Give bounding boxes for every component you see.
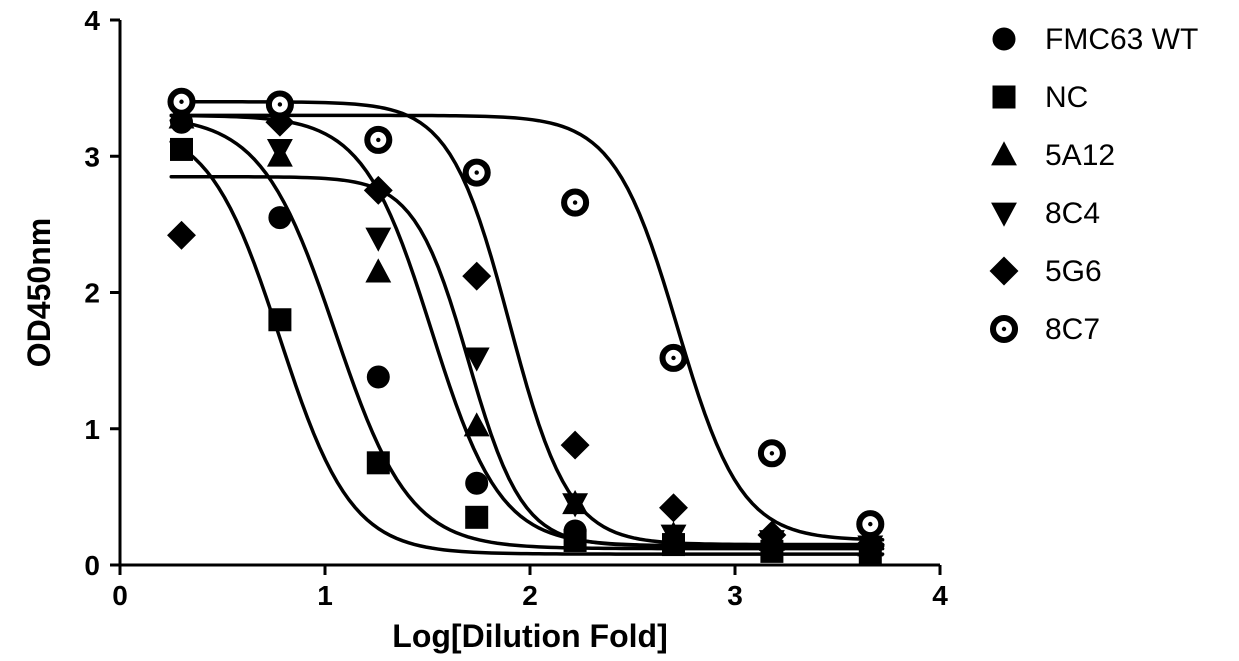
marker — [365, 177, 393, 205]
chart-container: 0 1 2 3 4 0 1 2 3 4 Log[Dilution Fold] OD450nm FMC63… — [0, 0, 1239, 661]
legend-label: NC — [1045, 81, 1088, 114]
marker — [992, 142, 1016, 165]
marker — [269, 93, 291, 115]
marker — [466, 162, 488, 184]
legend: FMC63 WT NC 5A12 8C4 5G6 8C7 — [990, 23, 1198, 346]
marker — [466, 472, 488, 494]
marker — [367, 366, 389, 388]
marker — [367, 129, 389, 151]
marker — [463, 262, 491, 290]
x-tick-label: 2 — [522, 580, 538, 611]
legend-label: 5A12 — [1045, 139, 1115, 172]
marker — [564, 192, 586, 214]
series-curve — [171, 142, 882, 554]
y-tick-label: 3 — [84, 141, 100, 172]
marker — [993, 86, 1015, 108]
y-axis-title: OD450nm — [21, 218, 57, 367]
y-tick-label: 1 — [84, 414, 100, 445]
marker — [561, 431, 589, 459]
x-tick-label: 4 — [932, 580, 948, 611]
chart-svg: 0 1 2 3 4 0 1 2 3 4 Log[Dilution Fold] OD450nm FMC63… — [0, 0, 1239, 661]
legend-label: 8C4 — [1045, 197, 1100, 230]
x-tick-label: 3 — [727, 580, 743, 611]
x-tick-label: 0 — [112, 580, 128, 611]
marker — [993, 28, 1015, 50]
marker — [564, 529, 586, 551]
markers-group — [168, 91, 884, 565]
marker — [171, 138, 193, 160]
marker — [366, 259, 390, 282]
series-curve — [171, 177, 882, 546]
marker — [171, 91, 193, 113]
marker — [269, 309, 291, 331]
marker — [993, 318, 1015, 340]
marker — [466, 506, 488, 528]
legend-label: 8C7 — [1045, 313, 1100, 346]
y-tick-label: 4 — [84, 5, 100, 36]
marker — [990, 257, 1018, 285]
x-tick-label: 1 — [317, 580, 333, 611]
y-tick-label: 2 — [84, 278, 100, 309]
marker — [660, 494, 688, 522]
marker — [859, 513, 881, 535]
legend-label: 5G6 — [1045, 255, 1102, 288]
marker — [168, 222, 196, 250]
marker — [367, 452, 389, 474]
marker — [269, 207, 291, 229]
marker — [992, 203, 1016, 226]
legend-label: FMC63 WT — [1045, 23, 1198, 56]
marker — [366, 228, 390, 251]
y-tick-label: 0 — [84, 550, 100, 581]
marker — [663, 347, 685, 369]
x-axis-title: Log[Dilution Fold] — [392, 618, 667, 654]
marker — [761, 442, 783, 464]
